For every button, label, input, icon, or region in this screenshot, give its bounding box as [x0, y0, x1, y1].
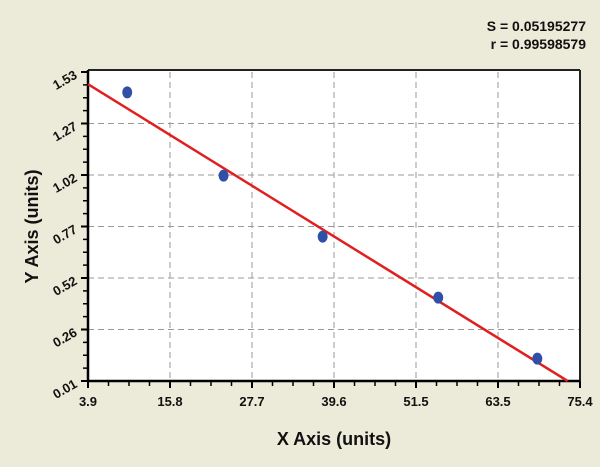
y-tick-label: 1.27: [50, 119, 79, 145]
y-axis-label: Y Axis (units): [22, 169, 42, 283]
data-point: [532, 352, 543, 365]
data-point: [122, 86, 133, 99]
x-tick-label: 27.7: [239, 394, 264, 409]
y-tick-label: 0.01: [50, 376, 79, 402]
fit-line: [87, 83, 569, 383]
y-tick-label: 1.02: [50, 170, 79, 196]
x-tick-label: 51.5: [403, 394, 428, 409]
data-point: [317, 230, 328, 243]
stat-s: S = 0.05195277: [486, 18, 586, 34]
x-tick-label: 63.5: [485, 394, 510, 409]
y-tick-label: 0.52: [50, 273, 79, 299]
stat-r: r = 0.99598579: [490, 36, 586, 52]
x-tick-label: 3.9: [79, 394, 97, 409]
y-tick-label: 0.77: [50, 222, 79, 248]
x-tick-label: 15.8: [157, 394, 182, 409]
y-tick-label: 1.53: [50, 67, 79, 93]
data-point: [218, 169, 229, 182]
x-tick-label: 39.6: [321, 394, 346, 409]
x-tick-label: 75.4: [567, 394, 593, 409]
data-point: [433, 291, 444, 304]
y-tick-label: 0.26: [50, 325, 79, 351]
x-axis-label: X Axis (units): [277, 429, 391, 449]
